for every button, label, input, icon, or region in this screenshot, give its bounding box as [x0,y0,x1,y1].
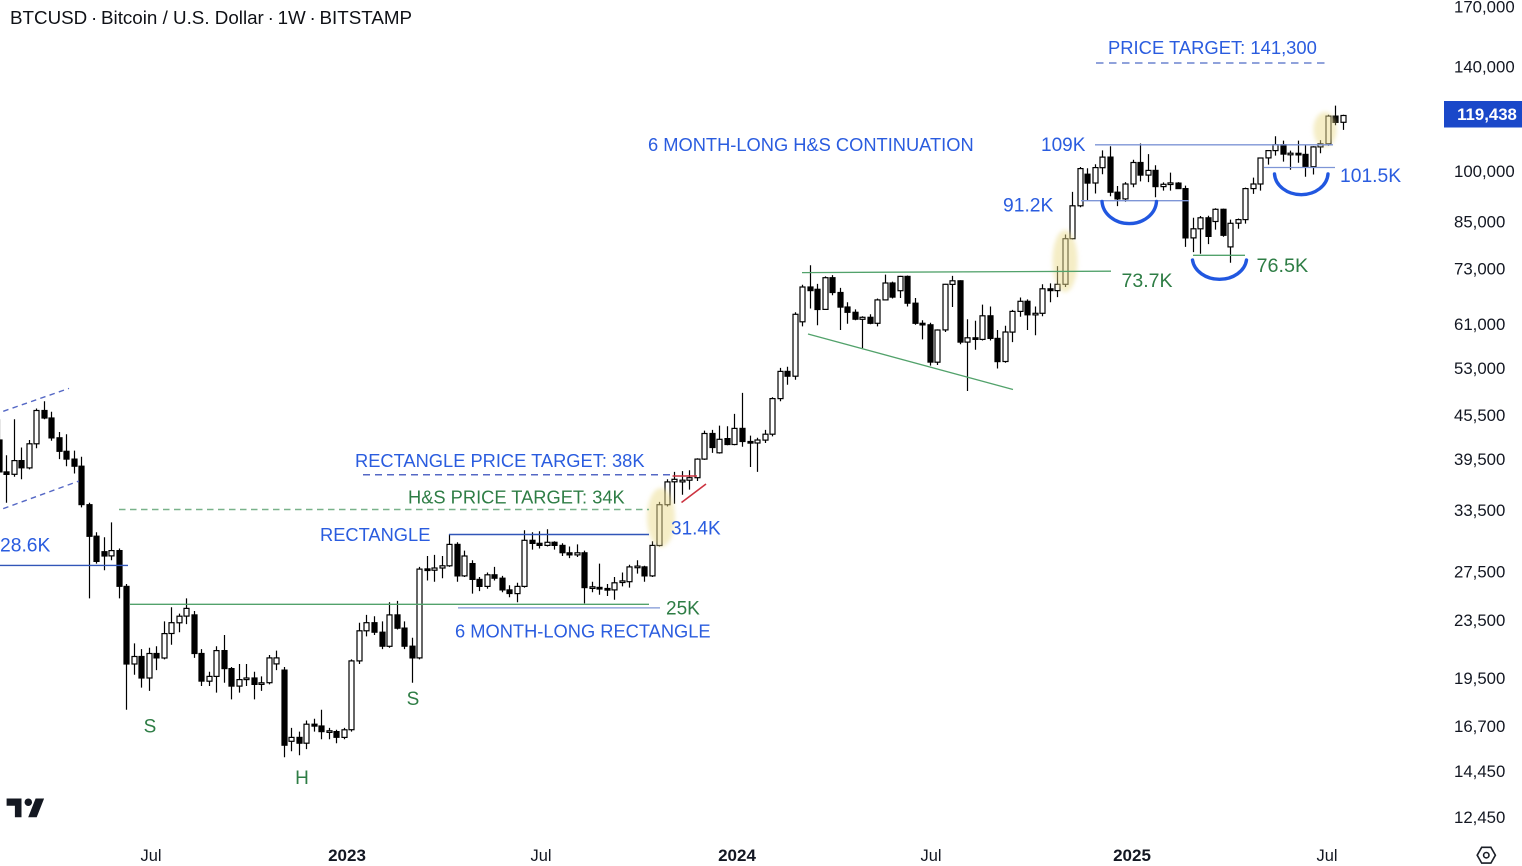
svg-text:12,450: 12,450 [1454,808,1505,827]
svg-text:Jul: Jul [141,847,162,865]
svg-text:H: H [295,768,309,789]
svg-text:39,500: 39,500 [1454,450,1505,469]
svg-text:73.7K: 73.7K [1122,270,1173,292]
svg-text:RECTANGLE PRICE TARGET: 38K: RECTANGLE PRICE TARGET: 38K [355,450,645,471]
svg-text:6 MONTH-LONG RECTANGLE: 6 MONTH-LONG RECTANGLE [455,620,711,641]
svg-text:73,000: 73,000 [1454,260,1505,279]
svg-text:119,438: 119,438 [1457,105,1517,124]
svg-text:H&S PRICE TARGET: 34K: H&S PRICE TARGET: 34K [408,486,625,507]
svg-text:61,000: 61,000 [1454,315,1505,334]
svg-text:140,000: 140,000 [1454,58,1515,77]
svg-text:45,500: 45,500 [1454,406,1505,425]
svg-text:Jul: Jul [1317,847,1338,865]
svg-text:16,700: 16,700 [1454,717,1505,736]
svg-text:170,000: 170,000 [1454,0,1515,16]
svg-text:101.5K: 101.5K [1340,166,1401,187]
svg-text:31.4K: 31.4K [671,519,721,540]
svg-text:2023: 2023 [328,846,366,865]
svg-text:53,000: 53,000 [1454,359,1505,378]
svg-text:76.5K: 76.5K [1257,255,1309,277]
svg-text:33,500: 33,500 [1454,501,1505,520]
svg-text:S: S [407,689,420,710]
svg-text:85,000: 85,000 [1454,212,1505,231]
svg-text:Jul: Jul [921,847,942,865]
svg-text:RECTANGLE: RECTANGLE [320,524,430,545]
svg-text:2025: 2025 [1113,846,1151,865]
svg-text:6 MONTH-LONG H&S CONTINUATION: 6 MONTH-LONG H&S CONTINUATION [648,134,974,155]
svg-text:19,500: 19,500 [1454,669,1505,688]
svg-text:100,000: 100,000 [1454,162,1515,181]
svg-text:PRICE TARGET: 141,300: PRICE TARGET: 141,300 [1108,37,1317,58]
svg-text:2024: 2024 [718,846,756,865]
svg-text:27,500: 27,500 [1454,562,1505,581]
svg-text:S: S [144,717,157,738]
svg-text:109K: 109K [1041,135,1086,156]
svg-text:23,500: 23,500 [1454,611,1505,630]
svg-text:BTCUSD · Bitcoin / U.S. Dollar: BTCUSD · Bitcoin / U.S. Dollar · 1W · BI… [10,7,412,28]
svg-text:Jul: Jul [531,847,552,865]
svg-text:25K: 25K [666,599,700,620]
svg-text:91.2K: 91.2K [1003,196,1054,217]
svg-text:14,450: 14,450 [1454,762,1505,781]
svg-text:28.6K: 28.6K [0,536,51,557]
